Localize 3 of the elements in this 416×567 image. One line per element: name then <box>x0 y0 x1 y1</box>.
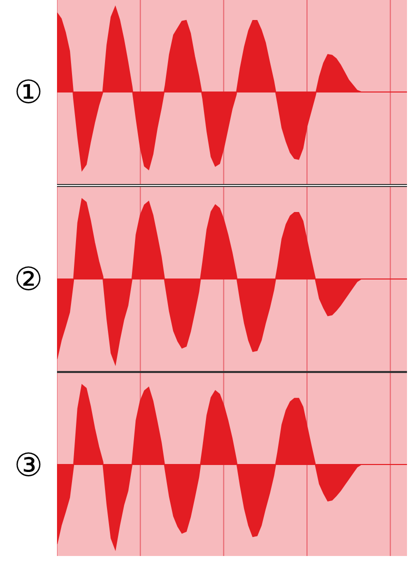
y-axis-title: ② <box>13 259 44 300</box>
y-axis-title: ③ <box>13 444 44 486</box>
y-axis-title: ① <box>13 72 44 113</box>
